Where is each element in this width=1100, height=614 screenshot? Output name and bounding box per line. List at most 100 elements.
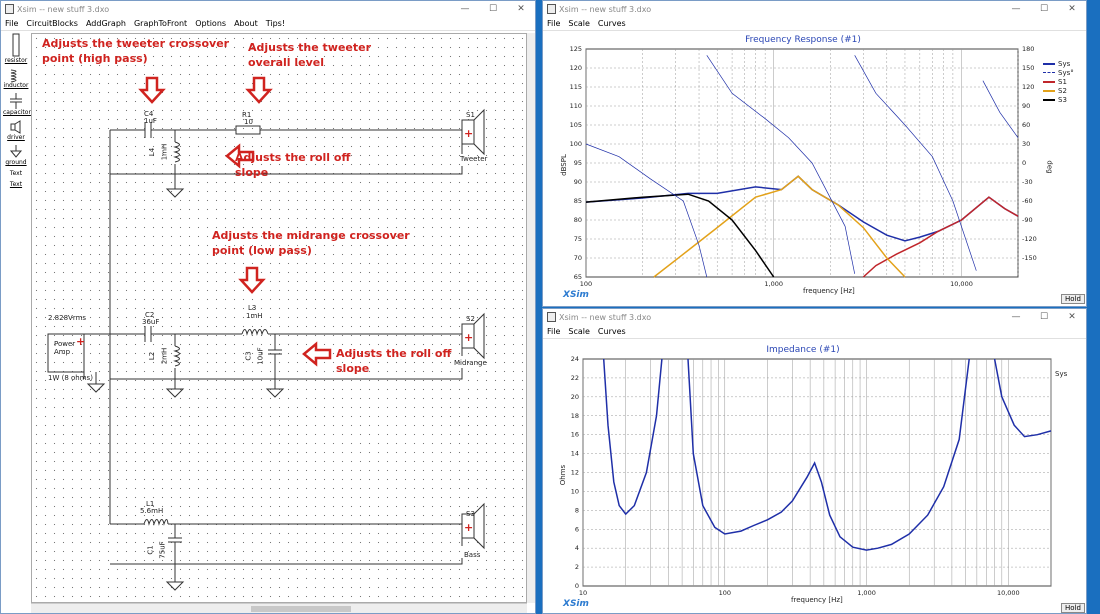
note-tweeter-crossover: Adjusts the tweeter crossover point (hig… bbox=[42, 37, 230, 65]
fr-ytick: 90 bbox=[574, 178, 582, 186]
c1-value: 75uF bbox=[158, 541, 167, 559]
fr-plot[interactable]: 125 120 115 110 105 100 95 90 85 80 75 70 65 180 150 12… bbox=[543, 1, 1087, 307]
power-amp-label-2: Amp bbox=[54, 348, 71, 356]
palette-text-link[interactable]: Text bbox=[9, 181, 23, 188]
palette-ground[interactable]: ground bbox=[5, 159, 27, 166]
fr-series-s1 bbox=[862, 196, 1019, 278]
fr-menu-curves[interactable]: Curves bbox=[597, 19, 626, 28]
palette-text[interactable]: Text bbox=[9, 170, 23, 177]
inductor-icon[interactable] bbox=[9, 68, 23, 82]
palette-resistor[interactable]: resistor bbox=[4, 57, 28, 64]
minimize-button[interactable]: — bbox=[460, 4, 470, 14]
tweeter-label: Tweeter bbox=[460, 155, 488, 163]
component-palette: resistor inductor capacitor driver groun… bbox=[3, 33, 31, 613]
app-icon bbox=[5, 4, 14, 14]
menu-bar: File CircuitBlocks AddGraph GraphToFront… bbox=[1, 17, 535, 31]
imp-hold-button[interactable]: Hold bbox=[1061, 603, 1085, 613]
imp-close-button[interactable]: ✕ bbox=[1068, 312, 1076, 322]
fr-menu-file[interactable]: File bbox=[547, 19, 561, 28]
menu-circuitblocks[interactable]: CircuitBlocks bbox=[26, 19, 78, 28]
midrange-label: Midrange bbox=[454, 359, 487, 367]
r1-label: R1 bbox=[242, 111, 252, 119]
fr-series-s3 bbox=[585, 193, 775, 278]
imp-ytick: 14 bbox=[571, 450, 579, 458]
imp-ytick: 22 bbox=[571, 374, 579, 382]
imp-window-title: Xsim -- new stuff 3.dxo bbox=[559, 312, 652, 322]
menu-addgraph[interactable]: AddGraph bbox=[85, 19, 126, 28]
xsim-window: Xsim -- new stuff 3.dxo — ☐ ✕ File Circu… bbox=[0, 0, 536, 614]
ground-icon[interactable] bbox=[9, 145, 23, 159]
svg-text:+: + bbox=[464, 127, 473, 140]
horizontal-scrollbar[interactable] bbox=[31, 603, 527, 613]
bass-label: Bass bbox=[464, 551, 481, 559]
c4-label: C4 bbox=[144, 110, 154, 118]
vertical-scrollbar[interactable] bbox=[527, 33, 535, 603]
menu-about[interactable]: About bbox=[234, 19, 258, 28]
palette-driver[interactable]: driver bbox=[7, 134, 25, 141]
title-bar: Xsim -- new stuff 3.dxo — ☐ ✕ bbox=[1, 1, 535, 17]
fr-legend-sys-phase: Sys° bbox=[1043, 68, 1074, 77]
c4-value: 1uF bbox=[144, 117, 157, 125]
palette-inductor[interactable]: inductor bbox=[3, 82, 29, 89]
imp-series-sys bbox=[687, 358, 970, 551]
fr-minimize-button[interactable]: — bbox=[1011, 4, 1021, 14]
fr-ytick-right: 60 bbox=[1022, 121, 1030, 129]
l3-value: 1mH bbox=[246, 312, 263, 320]
window-title: Xsim -- new stuff 3.dxo bbox=[17, 4, 110, 14]
l3-label: L3 bbox=[248, 304, 257, 312]
fr-hold-button[interactable]: Hold bbox=[1061, 294, 1085, 304]
note-midrange-crossover: Adjusts the midrange crossover point (lo… bbox=[212, 229, 410, 257]
schematic-wiring: + + + + bbox=[47, 76, 485, 591]
l2-value: 2mH bbox=[160, 347, 169, 365]
scroll-thumb[interactable] bbox=[251, 606, 351, 612]
c3-label: C3 bbox=[244, 351, 253, 361]
fr-ytick-right: -60 bbox=[1022, 197, 1033, 205]
fr-close-button[interactable]: ✕ bbox=[1068, 4, 1076, 14]
fr-ytick: 85 bbox=[574, 197, 582, 205]
fr-ytick-right: -150 bbox=[1022, 254, 1037, 262]
fr-maximize-button[interactable]: ☐ bbox=[1039, 4, 1049, 14]
l1-value: 5.6mH bbox=[140, 507, 164, 515]
imp-menu-scale[interactable]: Scale bbox=[568, 327, 590, 336]
imp-menu-curves[interactable]: Curves bbox=[597, 327, 626, 336]
imp-ytick: 8 bbox=[575, 506, 579, 514]
imp-plot-title: Impedance (#1) bbox=[766, 345, 840, 355]
imp-minimize-button[interactable]: — bbox=[1011, 312, 1021, 322]
imp-menu-file[interactable]: File bbox=[547, 327, 561, 336]
menu-options[interactable]: Options bbox=[195, 19, 227, 28]
menu-file[interactable]: File bbox=[5, 19, 19, 28]
imp-maximize-button[interactable]: ☐ bbox=[1039, 312, 1049, 322]
fr-series-sys-phase bbox=[706, 55, 856, 274]
fr-ytick: 115 bbox=[570, 83, 582, 91]
imp-ytick: 2 bbox=[575, 563, 579, 571]
menu-graphtofront[interactable]: GraphToFront bbox=[133, 19, 188, 28]
imp-xtick: 10 bbox=[579, 589, 587, 597]
fr-menu-scale[interactable]: Scale bbox=[568, 19, 590, 28]
imp-menu-bar: File Scale Curves bbox=[543, 325, 1086, 339]
palette-capacitor[interactable]: capacitor bbox=[3, 109, 31, 116]
frequency-response-window: Xsim -- new stuff 3.dxo — ☐ ✕ File Scale… bbox=[542, 0, 1087, 307]
close-button[interactable]: ✕ bbox=[517, 4, 525, 14]
impedance-window: Xsim -- new stuff 3.dxo — ☐ ✕ File Scale… bbox=[542, 308, 1087, 614]
fr-legend-sys: Sys bbox=[1043, 59, 1074, 68]
resistor-icon[interactable] bbox=[11, 33, 21, 57]
imp-ytick: 24 bbox=[571, 355, 579, 363]
fr-legend-s3: S3 bbox=[1043, 95, 1074, 104]
s1-label: S1 bbox=[466, 111, 475, 119]
imp-brand-logo: XSim bbox=[563, 599, 589, 609]
menu-tips[interactable]: Tips! bbox=[265, 19, 286, 28]
fr-ytick: 75 bbox=[574, 235, 582, 243]
imp-ytick: 16 bbox=[571, 431, 579, 439]
fr-legend-s1: S1 bbox=[1043, 77, 1074, 86]
driver-icon[interactable] bbox=[9, 120, 23, 134]
fr-brand-logo: XSim bbox=[563, 290, 589, 300]
schematic-canvas[interactable]: + + + + C4 1uF R1 10 S1 L4 1mH Tweeter 2.82… bbox=[31, 33, 527, 603]
maximize-button[interactable]: ☐ bbox=[488, 4, 498, 14]
fr-yrlabel: deg bbox=[1045, 160, 1054, 174]
fr-ytick: 125 bbox=[570, 45, 582, 53]
capacitor-icon[interactable] bbox=[8, 93, 24, 109]
s3-label: S3 bbox=[466, 510, 475, 518]
imp-app-icon bbox=[547, 312, 556, 322]
fr-legend: Sys Sys° S1 S2 S3 bbox=[1043, 59, 1074, 104]
